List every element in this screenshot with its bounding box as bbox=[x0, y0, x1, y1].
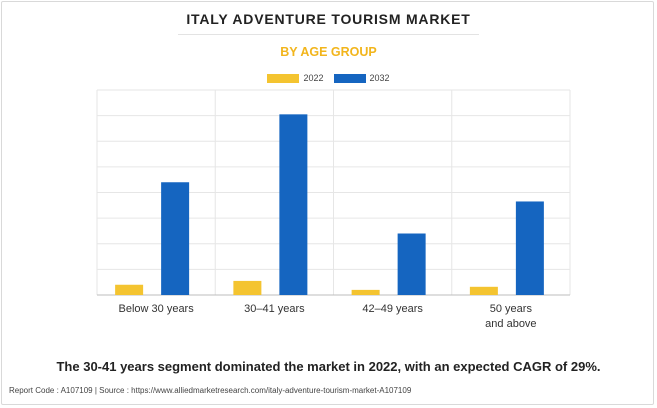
title-divider bbox=[178, 34, 479, 35]
x-tick-label: and above bbox=[485, 318, 536, 330]
chart-title: ITALY ADVENTURE TOURISM MARKET bbox=[186, 11, 471, 27]
bar-2022-1 bbox=[233, 280, 262, 295]
bar-2032-3 bbox=[515, 201, 544, 295]
x-tick-label: Below 30 years bbox=[119, 303, 195, 315]
legend-label-2032: 2032 bbox=[369, 73, 390, 83]
x-tick-label: 50 years bbox=[490, 303, 533, 315]
bar-2022-3 bbox=[469, 286, 498, 295]
bar-2032-2 bbox=[397, 233, 426, 295]
legend-swatch-2032 bbox=[333, 73, 366, 83]
chart-caption: The 30-41 years segment dominated the ma… bbox=[56, 359, 601, 374]
source-footer: Report Code : A107109 | Source : https:/… bbox=[9, 386, 412, 395]
x-tick-label: 30–41 years bbox=[244, 303, 305, 315]
legend-item-2032: 2032 bbox=[333, 73, 390, 83]
legend-item-2022: 2022 bbox=[267, 73, 324, 83]
legend-swatch-2022 bbox=[267, 73, 300, 83]
legend-label-2022: 2022 bbox=[303, 73, 324, 83]
x-tick-label: 42–49 years bbox=[362, 303, 423, 315]
bar-2022-0 bbox=[115, 284, 144, 295]
bar-2032-0 bbox=[161, 182, 190, 295]
chart-legend: 2022 2032 bbox=[0, 73, 657, 83]
bar-2032-1 bbox=[279, 114, 308, 295]
bar-2022-2 bbox=[351, 289, 380, 295]
chart-subtitle: BY AGE GROUP bbox=[280, 45, 377, 59]
